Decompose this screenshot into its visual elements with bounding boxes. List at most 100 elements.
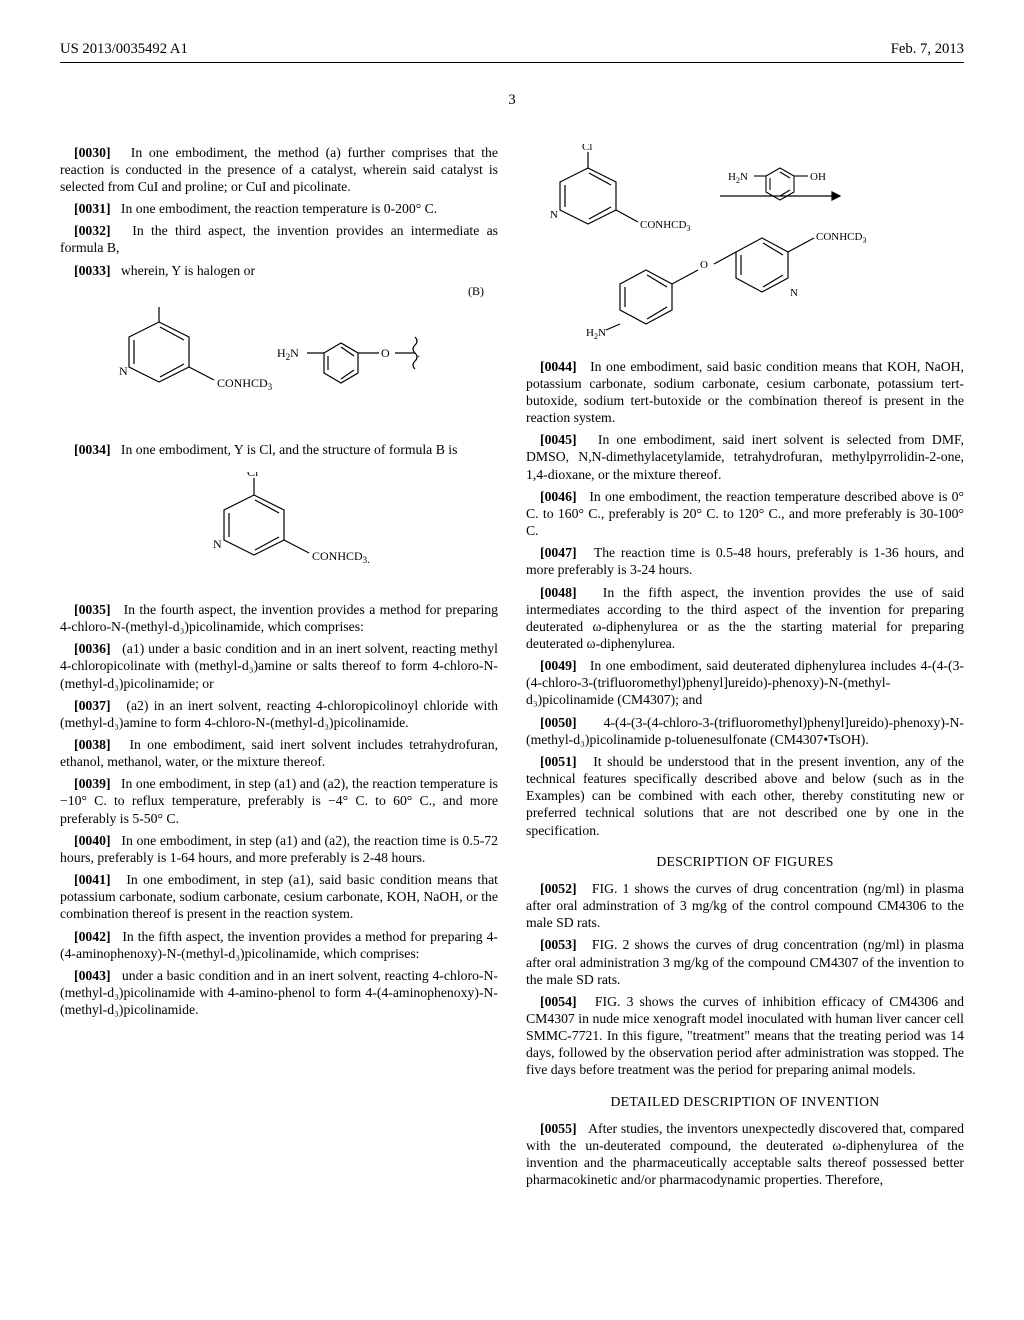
- para-number: [0031]: [74, 201, 111, 216]
- para-text: In one embodiment, in step (a1) and (a2)…: [60, 776, 498, 825]
- publication-number: US 2013/0035492 A1: [60, 40, 188, 58]
- para-text: In the third aspect, the invention provi…: [60, 223, 498, 255]
- svg-text:CONHCD3.: CONHCD3.: [312, 549, 370, 566]
- paragraph: [0030] In one embodiment, the method (a)…: [60, 144, 498, 195]
- svg-text:O: O: [700, 259, 708, 271]
- para-text: After studies, the inventors unexpectedl…: [526, 1121, 964, 1187]
- para-number: [0045]: [540, 432, 577, 447]
- paragraph: [0043] under a basic condition and in an…: [60, 967, 498, 1018]
- paragraph: [0036] (a1) under a basic condition and …: [60, 640, 498, 691]
- svg-text:OH: OH: [810, 171, 826, 183]
- para-number: [0032]: [74, 223, 111, 238]
- para-number: [0054]: [540, 994, 577, 1009]
- para-text: In one embodiment, the method (a) furthe…: [60, 145, 498, 194]
- para-number: [0046]: [540, 489, 577, 504]
- svg-text:H2N: H2N: [586, 327, 606, 341]
- para-text: wherein, Y is halogen or: [121, 263, 255, 278]
- para-number: [0038]: [74, 737, 111, 752]
- para-number: [0043]: [74, 968, 111, 983]
- para-number: [0044]: [540, 359, 577, 374]
- para-text: In one embodiment, in step (a1), said ba…: [60, 872, 498, 921]
- paragraph: [0045] In one embodiment, said inert sol…: [526, 431, 964, 482]
- svg-text:N: N: [213, 537, 222, 551]
- para-number: [0051]: [540, 754, 577, 769]
- para-number: [0033]: [74, 263, 111, 278]
- para-text: In one embodiment, said basic condition …: [526, 359, 964, 425]
- para-text: In one embodiment, in step (a1) and (a2)…: [60, 833, 498, 865]
- chem-structure-formula-B: Y N CONHCD3 H2N O: [60, 307, 498, 427]
- svg-text:Y: Y: [155, 307, 164, 308]
- para-text: FIG. 2 shows the curves of drug concentr…: [526, 937, 964, 986]
- para-text: 4-(4-(3-(4-chloro-3-(trifluoromethyl)phe…: [526, 715, 964, 747]
- svg-text:CONHCD3: CONHCD3: [217, 376, 273, 392]
- paragraph: [0034] In one embodiment, Y is Cl, and t…: [60, 441, 498, 458]
- para-number: [0030]: [74, 145, 111, 160]
- right-column: Cl N CONHCD3 H2N: [526, 144, 964, 1194]
- svg-text:N: N: [119, 364, 128, 378]
- paragraph: [0041] In one embodiment, in step (a1), …: [60, 871, 498, 922]
- para-number: [0037]: [74, 698, 111, 713]
- para-number: [0039]: [74, 776, 111, 791]
- paragraph: [0055] After studies, the inventors unex…: [526, 1120, 964, 1189]
- para-text: (a1) under a basic condition and in an i…: [60, 641, 498, 690]
- para-text: The reaction time is 0.5-48 hours, prefe…: [526, 545, 964, 577]
- para-number: [0036]: [74, 641, 111, 656]
- svg-text:H2N: H2N: [728, 171, 748, 185]
- publication-date: Feb. 7, 2013: [891, 40, 964, 58]
- paragraph: [0052] FIG. 1 shows the curves of drug c…: [526, 880, 964, 931]
- heading-description-of-figures: DESCRIPTION OF FIGURES: [526, 853, 964, 870]
- para-number: [0035]: [74, 602, 111, 617]
- paragraph: [0031] In one embodiment, the reaction t…: [60, 200, 498, 217]
- page-header: US 2013/0035492 A1 Feb. 7, 2013: [60, 40, 964, 58]
- paragraph: [0040] In one embodiment, in step (a1) a…: [60, 832, 498, 866]
- paragraph: [0053] FIG. 2 shows the curves of drug c…: [526, 936, 964, 987]
- svg-text:N: N: [790, 287, 798, 299]
- paragraph: [0050] 4-(4-(3-(4-chloro-3-(trifluoromet…: [526, 714, 964, 748]
- paragraph: [0032] In the third aspect, the inventio…: [60, 222, 498, 256]
- column-container: [0030] In one embodiment, the method (a)…: [60, 144, 964, 1194]
- paragraph: [0044] In one embodiment, said basic con…: [526, 358, 964, 427]
- paragraph: [0042] In the fifth aspect, the inventio…: [60, 928, 498, 962]
- para-text: FIG. 3 shows the curves of inhibition ef…: [526, 994, 964, 1078]
- svg-text:Cl: Cl: [247, 472, 259, 479]
- heading-detailed-description: DETAILED DESCRIPTION OF INVENTION: [526, 1093, 964, 1110]
- left-column: [0030] In one embodiment, the method (a)…: [60, 144, 498, 1194]
- header-rule: [60, 62, 964, 63]
- page-number: 3: [60, 91, 964, 109]
- para-text: It should be understood that in the pres…: [526, 754, 964, 838]
- para-number: [0053]: [540, 937, 577, 952]
- para-number: [0042]: [74, 929, 111, 944]
- para-number: [0049]: [540, 658, 577, 673]
- para-number: [0041]: [74, 872, 111, 887]
- para-number: [0055]: [540, 1121, 577, 1136]
- para-number: [0034]: [74, 442, 111, 457]
- paragraph: [0047] The reaction time is 0.5-48 hours…: [526, 544, 964, 578]
- paragraph: [0033] wherein, Y is halogen or: [60, 262, 498, 279]
- para-text: In the fifth aspect, the invention provi…: [526, 585, 964, 651]
- svg-text:H2N: H2N: [277, 346, 299, 362]
- formula-label-B: (B): [60, 284, 498, 299]
- paragraph: [0048] In the fifth aspect, the inventio…: [526, 584, 964, 653]
- paragraph: [0038] In one embodiment, said inert sol…: [60, 736, 498, 770]
- para-text: (a2) in an inert solvent, reacting 4-chl…: [60, 698, 498, 730]
- paragraph: [0046] In one embodiment, the reaction t…: [526, 488, 964, 539]
- para-number: [0040]: [74, 833, 111, 848]
- para-text: In one embodiment, the reaction temperat…: [526, 489, 964, 538]
- para-number: [0048]: [540, 585, 577, 600]
- para-text: In the fifth aspect, the invention provi…: [60, 929, 498, 961]
- para-text: In one embodiment, Y is Cl, and the stru…: [121, 442, 458, 457]
- paragraph: [0051] It should be understood that in t…: [526, 753, 964, 839]
- para-number: [0050]: [540, 715, 577, 730]
- chem-structure-chloropicolinamide: Cl N CONHCD3.: [60, 472, 498, 587]
- chem-structure-reaction-scheme: Cl N CONHCD3 H2N: [526, 144, 964, 344]
- svg-text:O: O: [381, 346, 390, 360]
- para-number: [0052]: [540, 881, 577, 896]
- svg-text:CONHCD3: CONHCD3: [640, 219, 690, 233]
- paragraph: [0037] (a2) in an inert solvent, reactin…: [60, 697, 498, 731]
- paragraph: [0035] In the fourth aspect, the inventi…: [60, 601, 498, 635]
- para-text: In one embodiment, the reaction temperat…: [121, 201, 437, 216]
- paragraph: [0039] In one embodiment, in step (a1) a…: [60, 775, 498, 826]
- para-text: In one embodiment, said deuterated diphe…: [526, 658, 964, 707]
- paragraph: [0054] FIG. 3 shows the curves of inhibi…: [526, 993, 964, 1079]
- svg-text:CONHCD3: CONHCD3: [816, 231, 866, 245]
